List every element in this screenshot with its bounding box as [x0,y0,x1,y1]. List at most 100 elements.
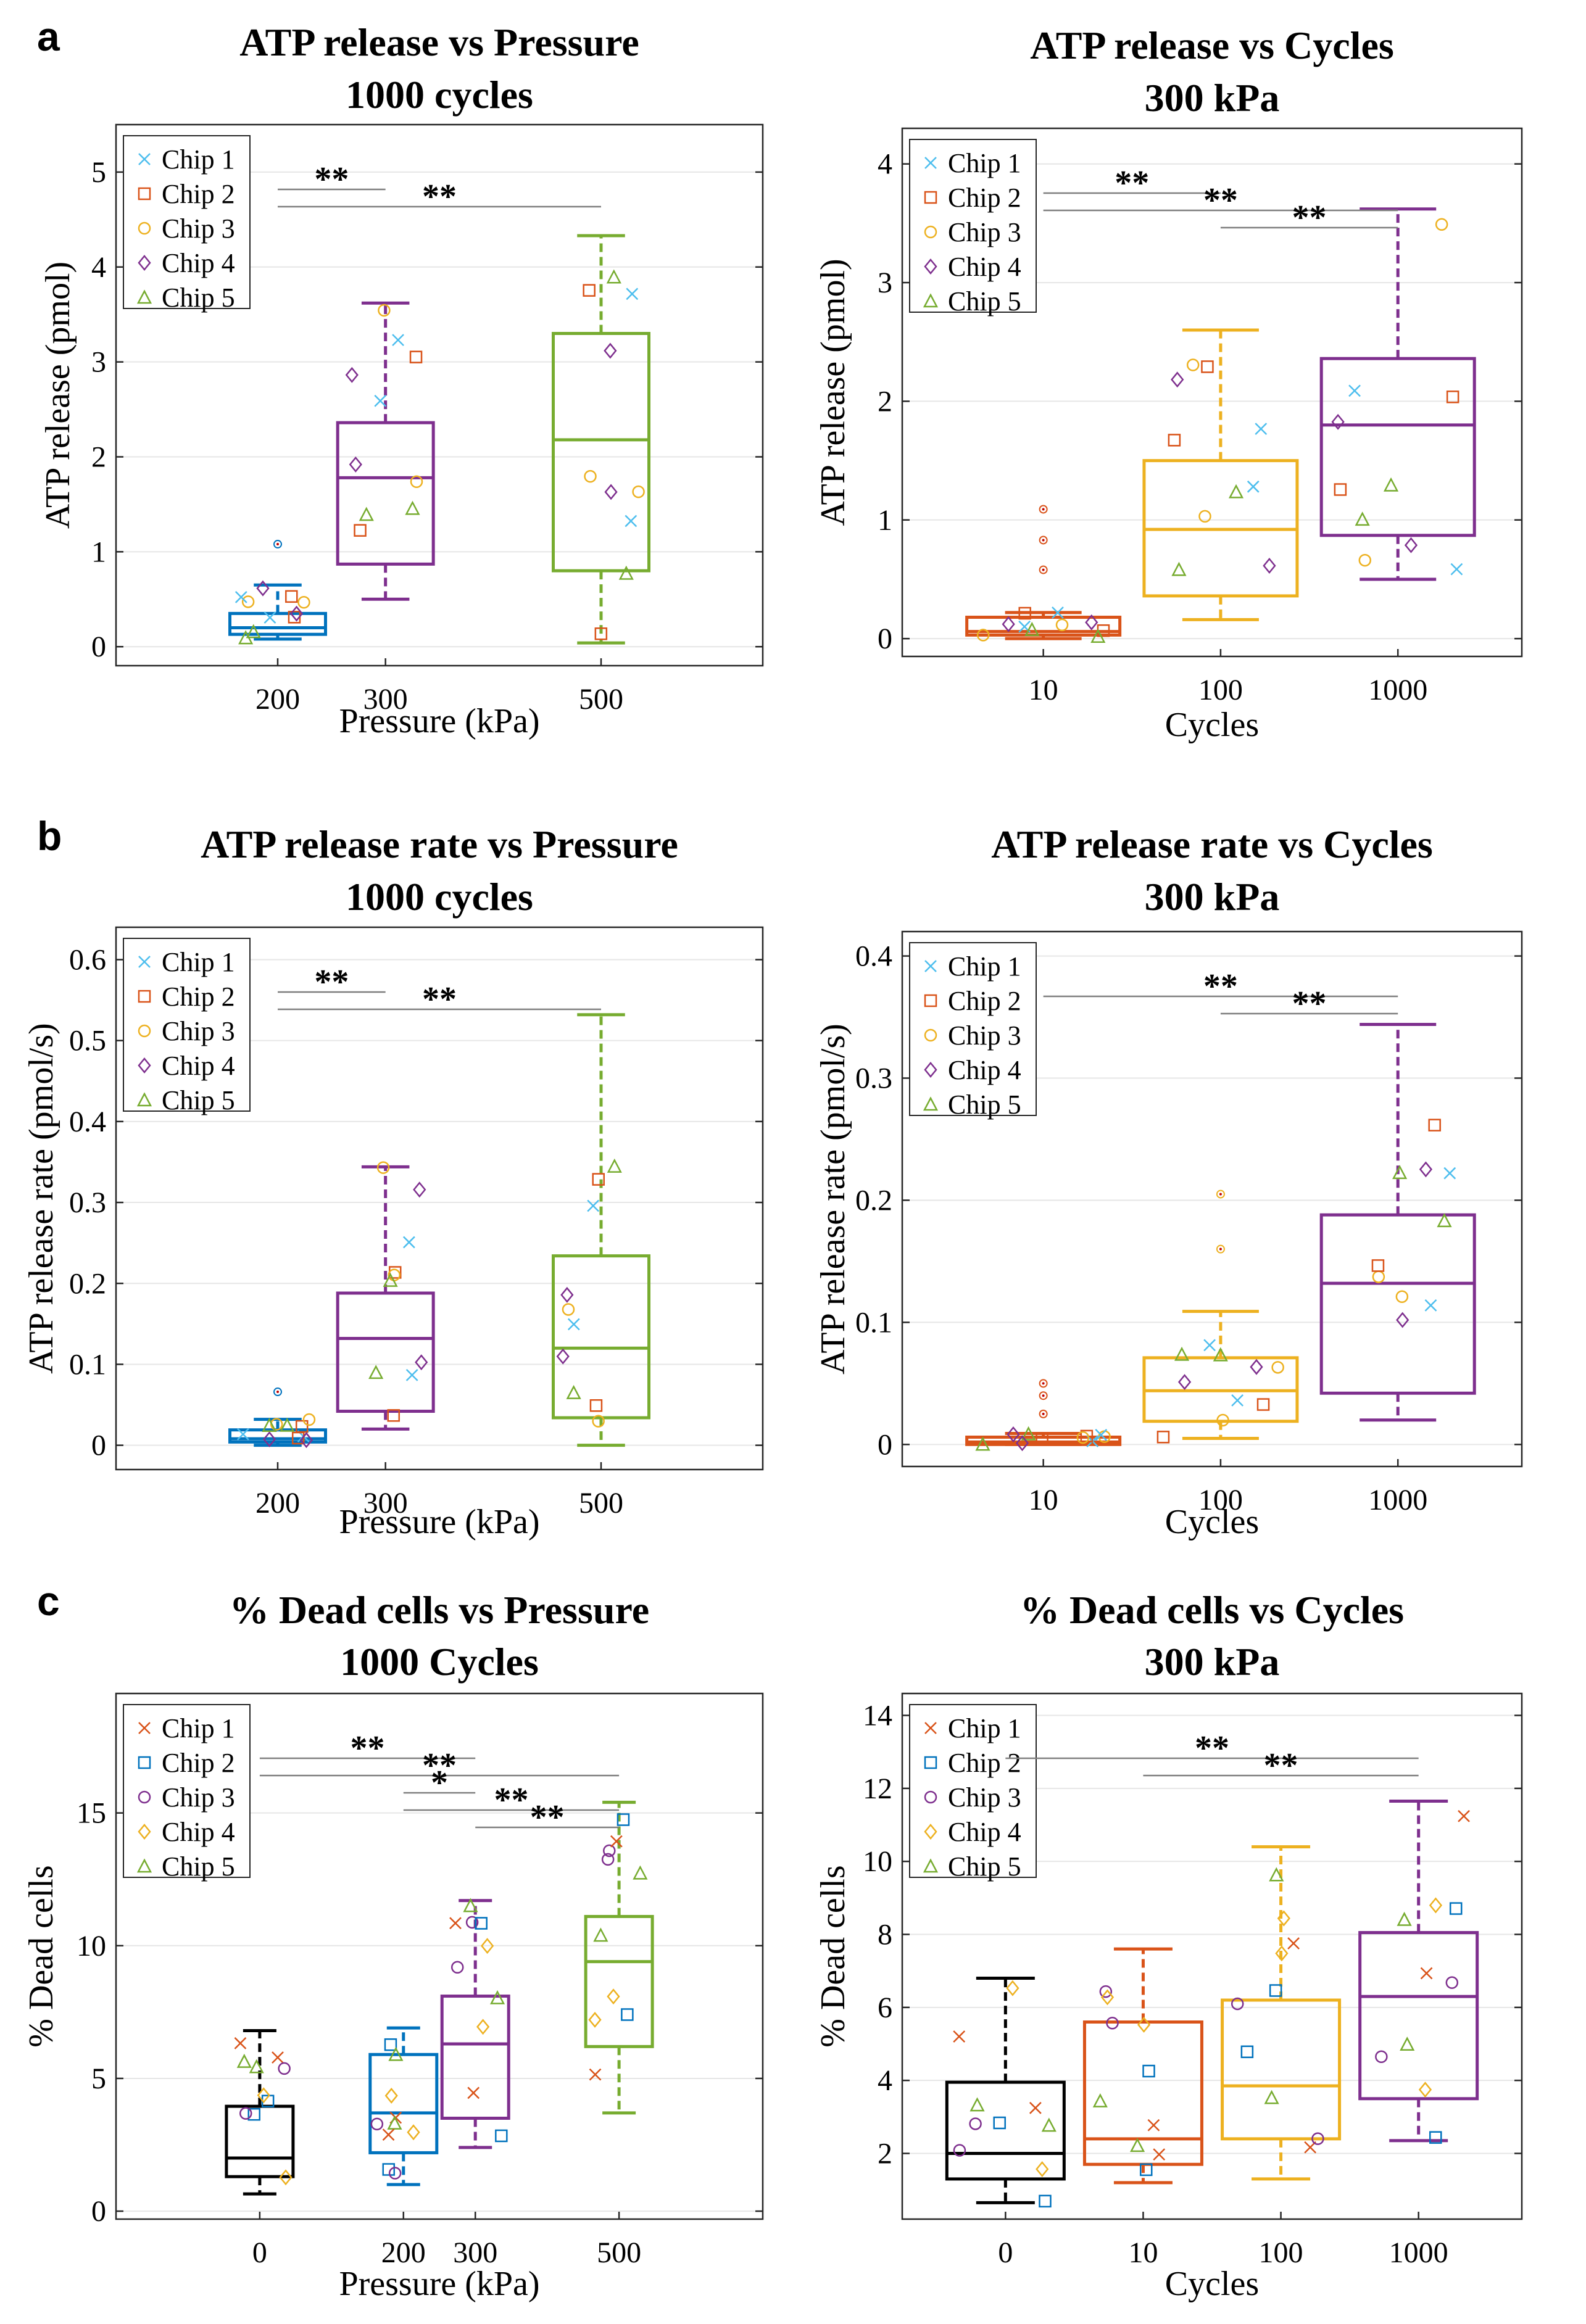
data-point-stroke-b [1147,2119,1160,2132]
legend-marker [924,1028,937,1042]
data-point [1029,2101,1042,2114]
data-point-stroke-b [392,334,404,347]
data-point [976,629,990,642]
legend-marker-stroke-b [924,1722,937,1734]
data-point [1216,1413,1229,1427]
data-point-stroke-b [374,394,387,407]
data-point-stroke-b [953,2030,966,2043]
xtick-label: 500 [579,1487,623,1520]
data-point [1198,510,1211,523]
data-point [1171,561,1187,576]
legend-marker-stroke-b [138,1722,151,1734]
data-point [1269,1867,1284,1882]
box-iqr [368,2053,439,2154]
data-point-stroke-b [382,2128,395,2141]
ytick-label: 4 [878,2064,892,2097]
data-point [345,366,359,383]
ytick-label: 0.4 [69,1106,106,1138]
data-point [349,456,362,473]
data-point [262,1431,276,1447]
data-point [953,2030,966,2043]
data-point-stroke-b [1095,1429,1108,1441]
box-iqr [1082,2020,1203,2166]
data-point [1275,1945,1289,1962]
data-point [234,2037,247,2049]
ytick-label: 4 [878,148,892,181]
data-point [1228,484,1244,498]
data-point [1269,1984,1282,1997]
outlier-center [1219,1193,1222,1196]
data-point [604,342,617,359]
data-point [289,605,304,622]
data-point [246,624,261,639]
ytick-label: 12 [863,1772,892,1805]
legend-label: Chip 5 [162,1851,235,1882]
data-point [295,1420,309,1433]
data-point [382,2163,395,2176]
significance-stars: * [431,1764,448,1802]
data-point [1036,2161,1049,2177]
data-point [1271,1361,1284,1374]
xtick-label: 10 [1128,2236,1158,2269]
significance-stars: ** [422,178,457,216]
data-point [589,1399,603,1412]
data-point [1231,1997,1244,2011]
data-point [1277,1910,1290,1927]
data-point [1168,434,1181,447]
ytick-label: 0 [91,2195,106,2228]
data-point [560,1286,574,1303]
data-point [617,1813,630,1826]
significance-stars: ** [422,1747,457,1785]
data-point [475,1917,488,1930]
legend-label: Chip 1 [162,144,235,175]
legend-label: Chip 3 [162,1016,235,1046]
data-point [272,2051,284,2064]
data-point [476,2019,490,2035]
legend-label: Chip 4 [948,252,1021,282]
legend-marker-stroke-b [924,157,937,169]
legend-label: Chip 1 [948,951,1021,982]
data-point [592,1173,605,1186]
box-iqr [965,616,1122,637]
legend-marker [924,1790,937,1804]
data-point [285,590,298,603]
data-point [1186,358,1200,371]
legend-label: Chip 4 [948,1055,1021,1085]
legend-label: Chip 5 [162,283,235,313]
data-point [368,1365,384,1379]
box-iqr [1358,1931,1479,2101]
data-point-stroke-b [467,2086,480,2099]
legend-label: Chip 5 [948,286,1021,316]
legend-marker-stroke-b [138,956,151,968]
box-500 [552,1013,650,1447]
ytick-label: 10 [77,1930,106,1962]
data-point [1203,1339,1216,1352]
box-200 [228,540,327,645]
data-point-stroke-b [625,515,637,527]
box-iqr [552,331,650,573]
legend-label: Chip 2 [948,1748,1021,1778]
data-point [969,2097,985,2112]
data-point [405,1368,418,1381]
legend-label: Chip 3 [162,1782,235,1813]
outlier-point [1039,1379,1048,1388]
outlier-center [1042,1412,1045,1415]
xtick-label: 300 [363,1487,408,1520]
chart-2: ATP release vs Cycles 300 kPa 0 1 2 3 4 10 100 10… [814,23,1523,744]
legend-marker [138,990,151,1003]
data-point [604,484,618,500]
data-point [969,2117,982,2130]
data-point [1404,537,1418,553]
outlier-center [1042,539,1045,542]
data-point [1443,1167,1456,1180]
significance-stars: ** [530,1798,565,1837]
legend: Chip 1 Chip 2 Chip 3 Chip 4 Chip 5 [123,938,251,1115]
data-point [1435,218,1448,231]
xtick-label: 1000 [1368,674,1427,706]
xtick-label: 300 [363,683,408,716]
box-300 [336,301,435,601]
data-point [618,565,634,580]
outlier-center [1042,568,1045,571]
data-point [1450,563,1463,576]
